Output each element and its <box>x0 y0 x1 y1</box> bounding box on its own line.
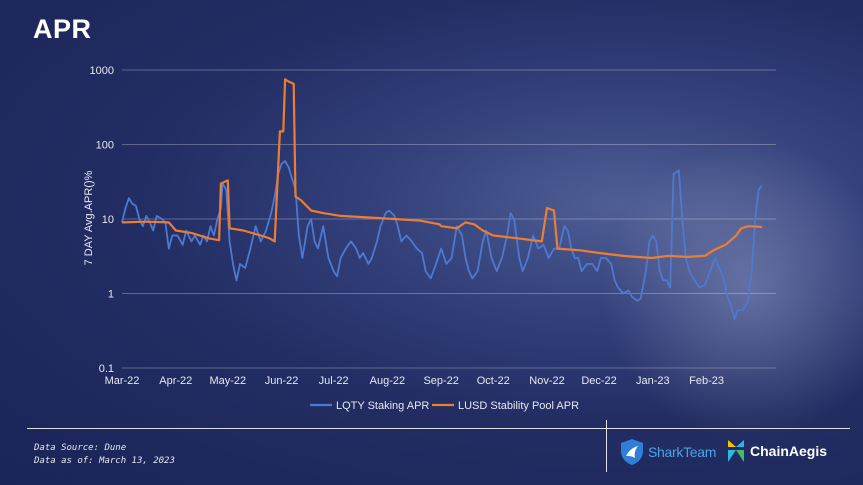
shield-icon <box>621 439 643 465</box>
lusd-stability-pool-apr-line <box>121 78 763 260</box>
x-tick-label: Sep-22 <box>423 375 458 387</box>
footer-divider-line <box>27 428 850 429</box>
x-tick-label: Dec-22 <box>581 375 616 387</box>
y-tick-label: 100 <box>96 140 114 152</box>
x-tick-label: Jun-22 <box>265 375 299 387</box>
y-tick-label: 1000 <box>90 65 114 77</box>
series-lines <box>121 78 763 321</box>
y-tick-labels: 0.1 1 10 100 1000 <box>90 65 114 375</box>
chainaegis-icon <box>728 440 744 462</box>
x-tick-label: Mar-22 <box>105 375 140 387</box>
data-source-text: Data Source: Dune <box>34 443 127 453</box>
x-tick-label: Nov-22 <box>529 375 564 387</box>
data-asof-text: Data as of: March 13, 2023 <box>34 456 175 466</box>
x-tick-label: Jul-22 <box>319 375 349 387</box>
x-tick-label: Feb-23 <box>689 375 724 387</box>
y-tick-label: 1 <box>108 289 114 301</box>
grid-lines <box>122 69 776 369</box>
legend-label: LQTY Staking APR <box>336 400 429 412</box>
x-tick-label: Oct-22 <box>477 375 510 387</box>
x-tick-label: Aug-22 <box>370 375 405 387</box>
legend-label: LUSD Stability Pool APR <box>458 400 579 412</box>
y-tick-label: 0.1 <box>99 363 114 375</box>
sharkteam-logo-text: SharkTeam <box>648 444 717 460</box>
x-tick-labels: Mar-22 Apr-22 May-22 Jun-22 Jul-22 Aug-22 Sep-… <box>105 375 724 387</box>
x-tick-label: Jan-23 <box>636 375 670 387</box>
legend: LQTY Staking APR LUSD Stability Pool APR <box>310 400 579 412</box>
lqty-staking-apr-line <box>121 160 763 321</box>
y-tick-label: 10 <box>102 214 114 226</box>
chainaegis-logo-text: ChainAegis <box>750 443 828 459</box>
x-tick-label: Apr-22 <box>159 375 192 387</box>
x-tick-label: May-22 <box>209 375 246 387</box>
footer-vertical-divider <box>606 420 607 472</box>
page-title: APR <box>33 14 92 44</box>
y-axis-label: 7 DAY Avg.APR()% <box>83 170 95 265</box>
sharkteam-logo: SharkTeam <box>620 438 716 466</box>
chainaegis-logo: ChainAegis <box>726 438 827 464</box>
